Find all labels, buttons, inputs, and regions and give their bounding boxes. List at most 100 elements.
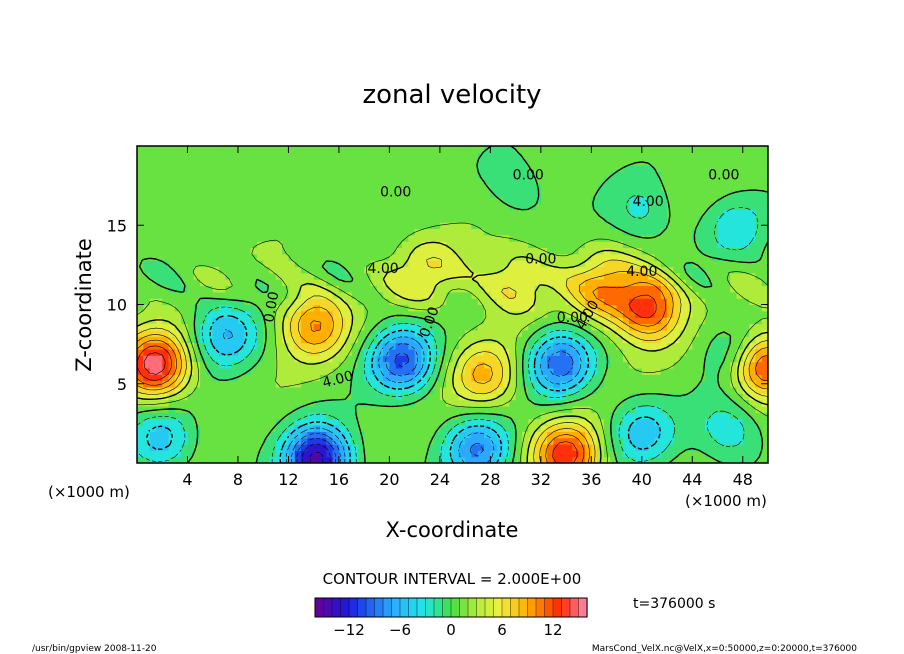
heatmap-cell bbox=[566, 228, 573, 236]
heatmap-cell bbox=[237, 412, 245, 420]
heatmap-cell bbox=[629, 165, 637, 172]
heatmap-cell bbox=[376, 146, 384, 153]
heatmap-cell bbox=[376, 431, 384, 439]
heatmap-cell bbox=[622, 348, 630, 356]
heatmap-cell bbox=[641, 171, 649, 179]
heatmap-cell bbox=[414, 456, 422, 463]
heatmap-cell bbox=[143, 177, 151, 185]
heatmap-cell bbox=[515, 393, 523, 401]
heatmap-cell bbox=[641, 393, 649, 401]
heatmap-cell bbox=[338, 450, 346, 458]
heatmap-cell bbox=[319, 279, 327, 287]
heatmap-cell bbox=[742, 152, 750, 160]
heatmap-cell bbox=[477, 279, 485, 287]
heatmap-cell bbox=[357, 171, 365, 179]
heatmap-cell bbox=[484, 367, 491, 375]
heatmap-cell bbox=[490, 304, 498, 312]
heatmap-cell bbox=[566, 190, 573, 198]
heatmap-cell bbox=[433, 247, 441, 255]
heatmap-cell bbox=[219, 266, 226, 274]
heatmap-cell bbox=[301, 234, 308, 242]
heatmap-cell bbox=[585, 260, 592, 268]
heatmap-cell bbox=[673, 342, 681, 350]
heatmap-cell bbox=[364, 234, 372, 242]
heatmap-cell bbox=[761, 234, 768, 242]
heatmap-cell bbox=[231, 329, 239, 337]
heatmap-cell bbox=[162, 234, 170, 242]
heatmap-cell bbox=[465, 380, 473, 388]
heatmap-cell bbox=[250, 380, 258, 388]
heatmap-cell bbox=[534, 215, 542, 223]
heatmap-cell bbox=[237, 177, 245, 185]
heatmap-cell bbox=[717, 165, 725, 172]
heatmap-cell bbox=[509, 431, 517, 439]
heatmap-cell bbox=[622, 203, 630, 210]
heatmap-cell bbox=[427, 228, 435, 236]
heatmap-cell bbox=[193, 374, 201, 382]
heatmap-cell bbox=[313, 380, 321, 388]
heatmap-cell bbox=[578, 456, 586, 463]
heatmap-cell bbox=[660, 386, 668, 394]
heatmap-cell bbox=[616, 405, 624, 413]
heatmap-cell bbox=[616, 190, 624, 198]
heatmap-cell bbox=[143, 424, 151, 432]
heatmap-cell bbox=[288, 342, 296, 350]
heatmap-cell bbox=[237, 380, 245, 388]
heatmap-cell bbox=[200, 152, 208, 160]
heatmap-cell bbox=[313, 272, 321, 280]
heatmap-cell bbox=[200, 323, 208, 331]
heatmap-cell bbox=[420, 437, 428, 445]
heatmap-cell bbox=[761, 196, 768, 204]
heatmap-cell bbox=[168, 165, 176, 172]
heatmap-cell bbox=[534, 285, 542, 293]
heatmap-cell bbox=[730, 215, 738, 223]
heatmap-cell bbox=[376, 443, 384, 451]
heatmap-cell bbox=[439, 152, 447, 160]
heatmap-cell bbox=[730, 190, 738, 198]
heatmap-cell bbox=[591, 272, 599, 280]
heatmap-cell bbox=[402, 152, 409, 160]
heatmap-cell bbox=[553, 298, 561, 306]
heatmap-cell bbox=[566, 348, 573, 356]
heatmap-cell bbox=[187, 456, 195, 463]
heatmap-cell bbox=[685, 393, 693, 401]
heatmap-cell bbox=[730, 443, 738, 451]
heatmap-cell bbox=[137, 361, 144, 369]
heatmap-cell bbox=[269, 329, 277, 337]
heatmap-cell bbox=[383, 291, 390, 299]
heatmap-cell bbox=[679, 336, 687, 344]
heatmap-cell bbox=[206, 310, 214, 318]
heatmap-cell bbox=[275, 190, 283, 198]
heatmap-cell bbox=[698, 190, 706, 198]
heatmap-cell bbox=[294, 272, 302, 280]
heatmap-cell bbox=[610, 342, 618, 350]
heatmap-cell bbox=[137, 203, 144, 210]
heatmap-cell bbox=[206, 152, 214, 160]
heatmap-cell bbox=[515, 317, 523, 325]
heatmap-cell bbox=[206, 317, 214, 325]
heatmap-cell bbox=[395, 285, 403, 293]
heatmap-cell bbox=[540, 424, 548, 432]
heatmap-cell bbox=[629, 190, 637, 198]
heatmap-cell bbox=[193, 336, 201, 344]
heatmap-cell bbox=[572, 374, 580, 382]
heatmap-cell bbox=[572, 431, 580, 439]
heatmap-cell bbox=[477, 146, 485, 153]
heatmap-cell bbox=[288, 228, 296, 236]
heatmap-cell bbox=[383, 412, 390, 420]
heatmap-cell bbox=[692, 393, 700, 401]
heatmap-cell bbox=[143, 329, 151, 337]
heatmap-cell bbox=[616, 272, 624, 280]
heatmap-cell bbox=[162, 329, 170, 337]
heatmap-cell bbox=[187, 405, 195, 413]
heatmap-cell bbox=[395, 405, 403, 413]
heatmap-cell bbox=[496, 266, 504, 274]
heatmap-cell bbox=[225, 367, 233, 375]
heatmap-cell bbox=[408, 380, 416, 388]
heatmap-cell bbox=[635, 285, 643, 293]
heatmap-cell bbox=[660, 260, 668, 268]
heatmap-cell bbox=[711, 196, 719, 204]
heatmap-cell bbox=[143, 374, 151, 382]
heatmap-cell bbox=[206, 424, 214, 432]
heatmap-cell bbox=[610, 209, 618, 217]
